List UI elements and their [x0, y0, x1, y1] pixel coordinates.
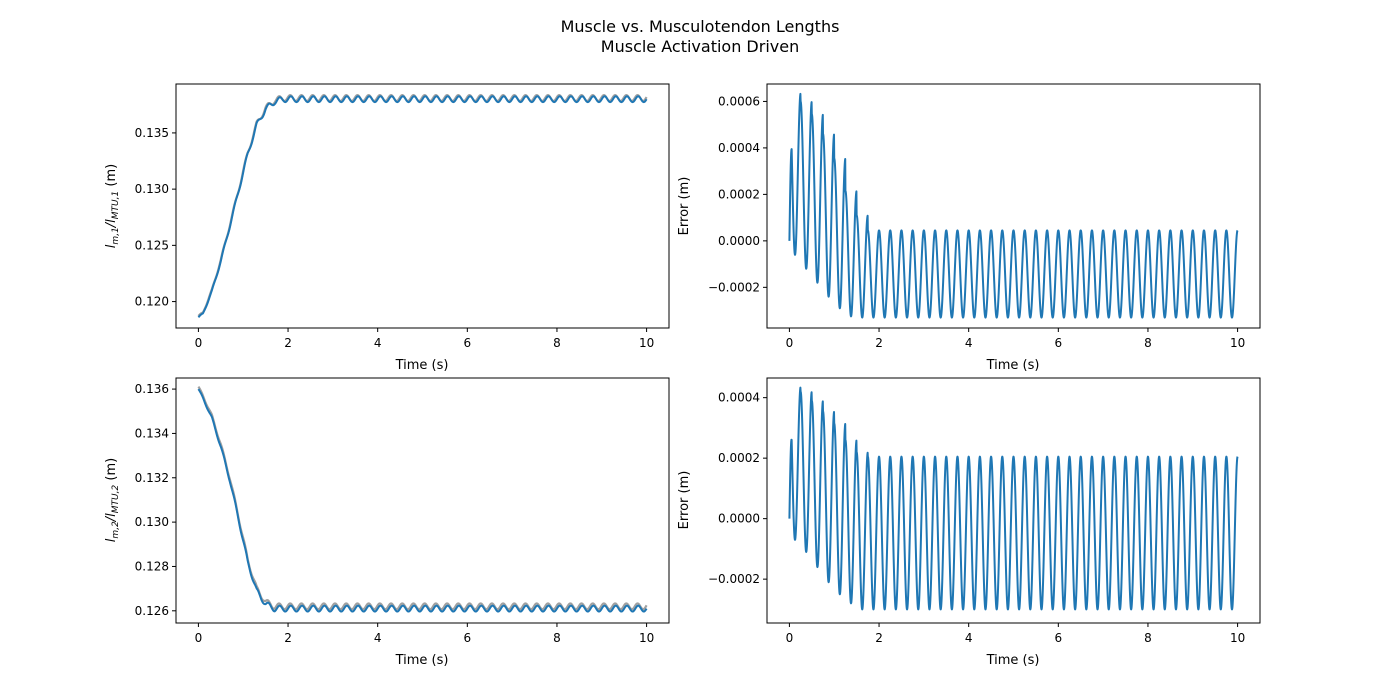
chart-top-right: 0 2 4 6 8 10 −0.0002 0.0000 0.0002 0.0004 0.0006 T…	[677, 83, 1261, 373]
x-axis-label-bottom-right: Time (s)	[986, 653, 1040, 668]
x-tick-label: 4	[965, 336, 973, 350]
series-group	[788, 386, 1239, 611]
plot-area-bottom-left: 0 2 4 6 8 10 0.126 0.128 0.130 0.132 0.134 0.136	[135, 377, 670, 645]
y-axis-label-bottom-left: lm,2/lMTU,2 (m)	[104, 458, 121, 542]
x-tick-label: 6	[1054, 336, 1062, 350]
x-tick-label: 10	[639, 631, 654, 645]
x-axis-label-bottom-left: Time (s)	[395, 653, 449, 668]
y-axis-label-bottom-right: Error (m)	[677, 471, 692, 530]
y-tick-label: 0.125	[135, 238, 169, 252]
y-tick-label: 0.132	[135, 471, 169, 485]
main-series-line	[197, 388, 648, 613]
y-label-unit: (m)	[104, 458, 119, 485]
reference-series-line	[197, 386, 648, 611]
y-tick-label: 0.130	[135, 182, 169, 196]
y-label-sub: m,2	[111, 521, 121, 539]
y-tick-label: 0.135	[135, 126, 169, 140]
x-tick-label: 0	[786, 336, 794, 350]
x-tick-label: 6	[463, 336, 471, 350]
y-tick-label: 0.0004	[718, 391, 760, 405]
y-label-sub: m,1	[111, 227, 121, 244]
plot-area-top-right: 0 2 4 6 8 10 −0.0002 0.0000 0.0002 0.0004 0.0006	[708, 83, 1261, 350]
x-tick-label: 0	[195, 631, 203, 645]
plot-area-bottom-right: 0 2 4 6 8 10 −0.0002 0.0000 0.0002 0.0004	[708, 377, 1261, 645]
series-group	[788, 92, 1239, 319]
x-axis-label-top-right: Time (s)	[986, 358, 1040, 373]
plot-area-top-left: 0 2 4 6 8 10 0.120 0.125 0.130 0.135	[135, 83, 670, 350]
y-tick-label: 0.128	[135, 559, 169, 573]
x-tick-label: 8	[553, 631, 561, 645]
y-tick-label: 0.0000	[718, 512, 760, 526]
x-tick-label: 8	[1144, 336, 1152, 350]
series-group	[197, 386, 648, 613]
y-tick-label: 0.136	[135, 382, 169, 396]
main-series-line	[197, 95, 648, 318]
axes-frame	[175, 83, 670, 329]
y-tick-label: 0.134	[135, 426, 169, 440]
x-tick-label: 4	[374, 336, 382, 350]
y-tick-label: 0.0006	[718, 94, 760, 108]
x-tick-label: 2	[284, 631, 292, 645]
y-label-unit: (m)	[104, 164, 119, 191]
y-tick-label: 0.0004	[718, 141, 760, 155]
x-tick-label: 0	[786, 631, 794, 645]
y-tick-label: 0.0002	[718, 187, 760, 201]
y-axis-label-top-left: lm,1/lMTU,1 (m)	[104, 164, 121, 248]
x-tick-label: 2	[875, 631, 883, 645]
y-label-sub2: MTU,2	[111, 484, 121, 513]
y-tick-label: 0.0002	[718, 451, 760, 465]
reference-series-line	[197, 94, 648, 317]
x-tick-label: 2	[875, 336, 883, 350]
x-tick-label: 10	[639, 336, 654, 350]
axes-frame	[175, 377, 670, 624]
series-group	[197, 94, 648, 318]
x-tick-label: 2	[284, 336, 292, 350]
y-tick-label: 0.126	[135, 604, 169, 618]
figure-title-line-1: Muscle vs. Musculotendon Lengths	[561, 17, 840, 36]
y-label-mid: /l	[104, 513, 119, 522]
chart-bottom-right: 0 2 4 6 8 10 −0.0002 0.0000 0.0002 0.0004 Time (s…	[677, 377, 1261, 668]
y-tick-label: −0.0002	[708, 572, 760, 586]
x-axis-label-top-left: Time (s)	[395, 358, 449, 373]
y-axis-label-top-right: Error (m)	[677, 177, 692, 236]
y-tick-label: 0.120	[135, 295, 169, 309]
axes-frame	[766, 83, 1261, 329]
axes-frame	[766, 377, 1261, 624]
y-label-mid: /l	[104, 219, 119, 228]
y-tick-label: 0.0000	[718, 234, 760, 248]
x-tick-label: 0	[195, 336, 203, 350]
y-tick-label: −0.0002	[708, 280, 760, 294]
y-label-main: l	[104, 538, 119, 542]
y-label-main: l	[104, 244, 119, 248]
chart-bottom-left: 0 2 4 6 8 10 0.126 0.128 0.130 0.132 0.134 0.136 Ti…	[104, 377, 670, 668]
x-tick-label: 10	[1230, 336, 1245, 350]
x-tick-label: 6	[1054, 631, 1062, 645]
y-tick-label: 0.130	[135, 515, 169, 529]
chart-top-left: 0 2 4 6 8 10 0.120 0.125 0.130 0.135 Time (s) lm,…	[104, 83, 670, 373]
main-series-line	[788, 92, 1239, 319]
x-tick-label: 4	[374, 631, 382, 645]
main-series-line	[788, 386, 1239, 611]
x-tick-label: 6	[463, 631, 471, 645]
x-tick-label: 4	[965, 631, 973, 645]
figure-title-line-2: Muscle Activation Driven	[601, 37, 799, 56]
x-tick-label: 8	[1144, 631, 1152, 645]
x-tick-label: 10	[1230, 631, 1245, 645]
y-label-sub2: MTU,1	[111, 191, 121, 219]
x-tick-label: 8	[553, 336, 561, 350]
